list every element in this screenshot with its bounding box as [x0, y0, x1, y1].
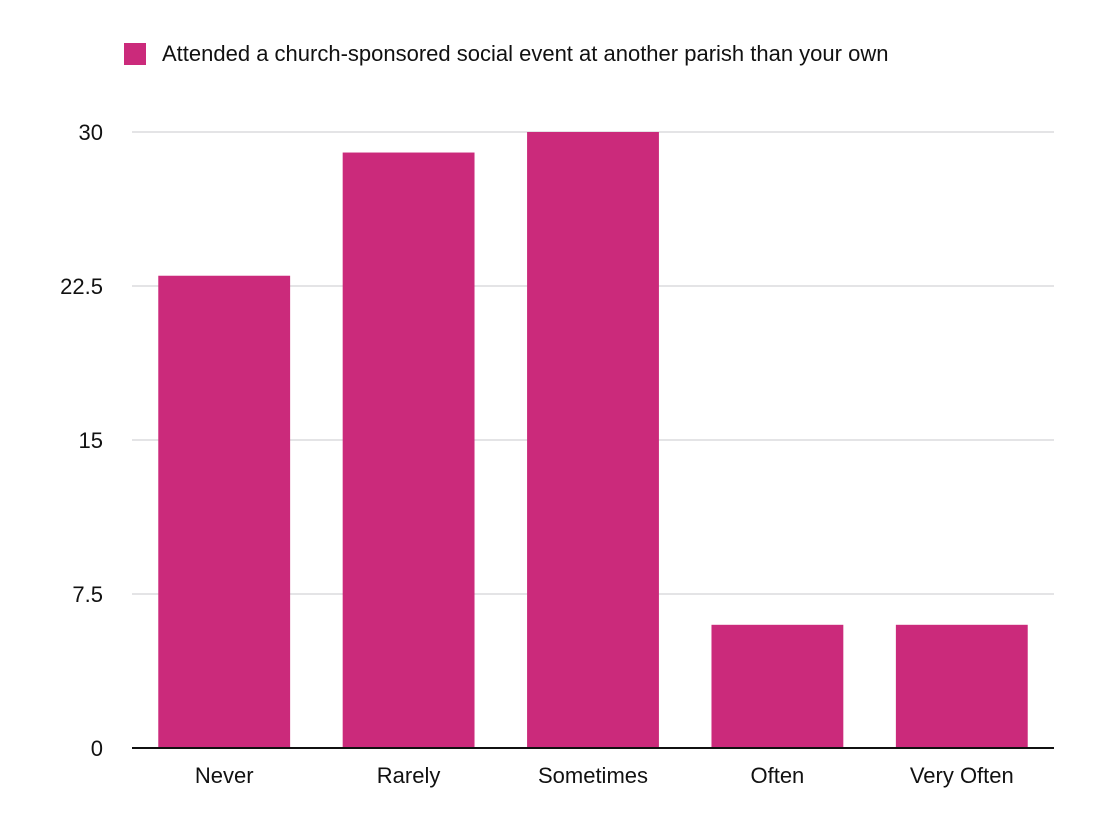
x-tick-label: Rarely [377, 763, 441, 788]
bar [711, 624, 844, 748]
legend: Attended a church-sponsored social event… [124, 40, 888, 68]
bar [158, 275, 291, 748]
legend-label: Attended a church-sponsored social event… [162, 41, 889, 66]
bar [895, 624, 1028, 748]
y-tick-label: 22.5 [60, 274, 103, 299]
legend-swatch [124, 43, 146, 65]
y-tick-label: 7.5 [72, 582, 103, 607]
y-tick-label: 30 [79, 120, 103, 145]
x-tick-label: Sometimes [538, 763, 648, 788]
x-tick-label: Very Often [910, 763, 1014, 788]
y-tick-label: 15 [79, 428, 103, 453]
x-tick-label: Often [750, 763, 804, 788]
x-tick-label: Never [195, 763, 254, 788]
bar [527, 132, 659, 748]
bar [342, 152, 475, 749]
y-tick-label: 0 [91, 736, 103, 761]
